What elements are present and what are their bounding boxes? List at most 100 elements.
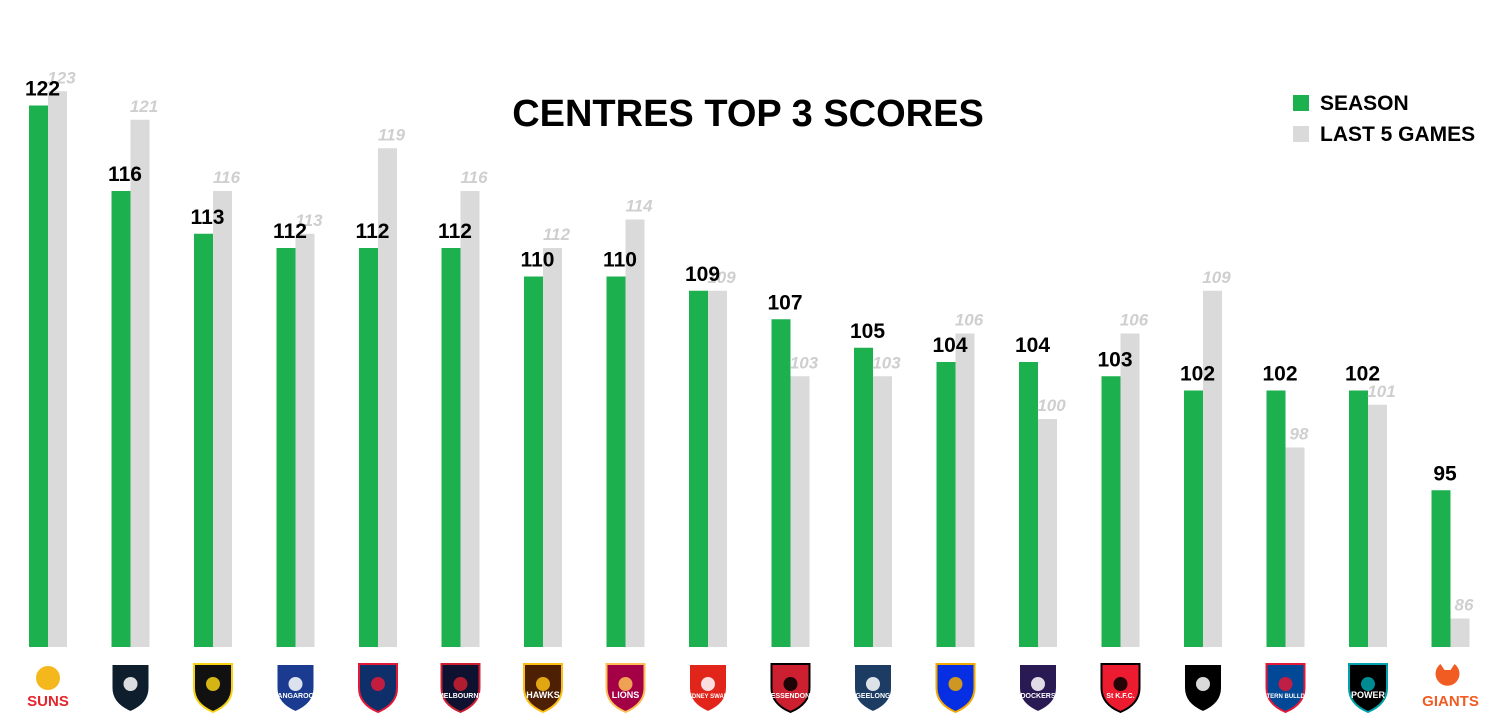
- value-label-season: 113: [191, 206, 225, 229]
- svg-text:DOCKERS: DOCKERS: [1020, 693, 1055, 700]
- value-label-season: 95: [1433, 462, 1457, 485]
- value-label-season: 102: [1180, 363, 1215, 386]
- svg-text:HAWKS: HAWKS: [526, 690, 560, 700]
- bar-last5: [873, 376, 892, 647]
- bar-last5: [1120, 333, 1140, 647]
- value-label-season: 102: [1262, 363, 1297, 386]
- bar-group: [29, 91, 1470, 647]
- bar-last5: [460, 191, 480, 647]
- bar-last5: [295, 233, 315, 647]
- value-label-last5: 109: [707, 268, 736, 287]
- svg-text:LIONS: LIONS: [612, 690, 640, 700]
- bar-season: [1101, 376, 1121, 647]
- value-label-last5: 100: [1037, 396, 1066, 415]
- bar-last5: [130, 119, 150, 647]
- value-label-last5: 98: [1290, 425, 1309, 444]
- bar-season: [606, 276, 626, 647]
- value-label-season: 116: [108, 163, 142, 186]
- bar-season: [29, 105, 48, 647]
- legend-swatch-season: [1293, 95, 1309, 111]
- legend-label-season: SEASON: [1320, 92, 1409, 115]
- value-label-last5: 112: [543, 225, 571, 244]
- bar-season: [854, 347, 873, 647]
- svg-text:GIANTS: GIANTS: [1422, 693, 1479, 710]
- bar-season: [771, 319, 791, 647]
- value-label-last5: 101: [1367, 382, 1395, 401]
- bar-last5: [1285, 447, 1305, 647]
- bar-last5: [708, 290, 727, 647]
- value-label-last5: 113: [295, 211, 323, 230]
- bar-season: [194, 233, 213, 647]
- value-label-last5: 119: [378, 125, 406, 144]
- value-label-season: 122: [25, 78, 60, 101]
- value-label-season: 112: [438, 220, 472, 243]
- hawks-logo-icon: HAWKS: [523, 663, 563, 714]
- value-label-last5: 121: [130, 97, 158, 116]
- bar-last5: [1203, 290, 1222, 647]
- svg-text:SYDNEY SWANS: SYDNEY SWANS: [684, 694, 732, 700]
- value-label-last5: 103: [872, 353, 901, 372]
- kangaroos-logo-icon: KANGAROOS: [272, 663, 319, 714]
- suns-logo-icon: SUNS: [27, 666, 69, 710]
- value-label-last5: 86: [1455, 596, 1474, 615]
- value-label-season: 112: [273, 220, 307, 243]
- value-label-last5: 114: [625, 197, 653, 216]
- value-label-season: 110: [603, 249, 637, 272]
- bar-last5: [213, 191, 232, 647]
- cats-logo-icon: GEELONG: [853, 663, 893, 714]
- swans-logo-icon: SYDNEY SWANS: [684, 663, 732, 714]
- bar-last5: [790, 376, 810, 647]
- bar-season: [1349, 390, 1368, 647]
- value-label-last5: 106: [955, 311, 984, 330]
- bar-season: [689, 290, 708, 647]
- bar-last5: [48, 91, 67, 647]
- dockers-logo-icon: DOCKERS: [1018, 663, 1058, 714]
- value-label-season: 112: [356, 220, 390, 243]
- bar-season: [1266, 390, 1286, 647]
- bar-last5: [378, 148, 397, 647]
- value-label-season: 102: [1345, 363, 1380, 386]
- value-label-last5: 123: [47, 68, 76, 87]
- value-label-season: 109: [685, 263, 720, 286]
- value-label-last5: 109: [1202, 268, 1231, 287]
- bar-last5: [955, 333, 975, 647]
- power-logo-icon: POWER: [1348, 663, 1388, 714]
- magpies-logo-icon: [1183, 663, 1223, 714]
- saints-logo-icon: St K.F.C.: [1100, 663, 1141, 714]
- value-label-last5: 106: [1120, 311, 1149, 330]
- legend-label-last5: LAST 5 GAMES: [1320, 123, 1475, 146]
- bar-season: [276, 248, 296, 647]
- bar-season: [359, 248, 378, 647]
- bar-last5: [1038, 419, 1057, 647]
- value-label-last5: 116: [213, 168, 241, 187]
- svg-text:SUNS: SUNS: [27, 693, 69, 710]
- giants-logo-icon: GIANTS: [1422, 664, 1479, 710]
- svg-text:St K.F.C.: St K.F.C.: [1106, 693, 1134, 700]
- svg-text:WESTERN BULLDOGS: WESTERN BULLDOGS: [1253, 694, 1318, 700]
- bar-season: [1431, 490, 1451, 647]
- value-label-last5: 116: [460, 168, 488, 187]
- bar-season: [111, 191, 131, 647]
- legend-swatch-last5: [1293, 126, 1309, 142]
- value-label-season: 103: [1097, 348, 1132, 371]
- bar-season: [441, 248, 461, 647]
- value-label-last5: 103: [790, 353, 819, 372]
- eagles-logo-icon: [935, 663, 976, 714]
- bar-last5: [1368, 404, 1387, 647]
- crows-logo-icon: [358, 663, 398, 714]
- bar-season: [1184, 390, 1203, 647]
- bar-season: [936, 362, 956, 647]
- demons-logo-icon: MELBOURNE: [438, 663, 483, 714]
- value-label-season: 104: [1015, 334, 1050, 357]
- value-label-season: 110: [521, 249, 555, 272]
- tigers-logo-icon: [193, 663, 233, 714]
- bar-season: [524, 276, 543, 647]
- legend: SEASON LAST 5 GAMES: [1293, 92, 1475, 146]
- svg-text:POWER: POWER: [1351, 690, 1386, 700]
- bar-last5: [625, 219, 645, 647]
- bombers-logo-icon: ESSENDON: [770, 663, 811, 714]
- value-label-season: 104: [932, 334, 967, 357]
- carlton-logo-icon: [110, 663, 151, 714]
